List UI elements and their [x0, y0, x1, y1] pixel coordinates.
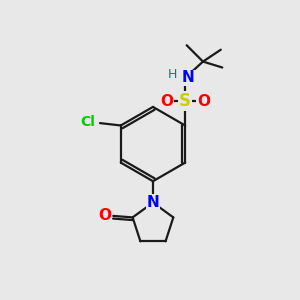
Text: O: O: [197, 94, 210, 109]
Text: N: N: [147, 195, 159, 210]
Text: H: H: [168, 68, 177, 81]
Text: O: O: [98, 208, 112, 223]
Text: Cl: Cl: [80, 115, 94, 129]
Text: S: S: [179, 92, 191, 110]
Text: O: O: [160, 94, 173, 109]
Text: N: N: [181, 70, 194, 86]
